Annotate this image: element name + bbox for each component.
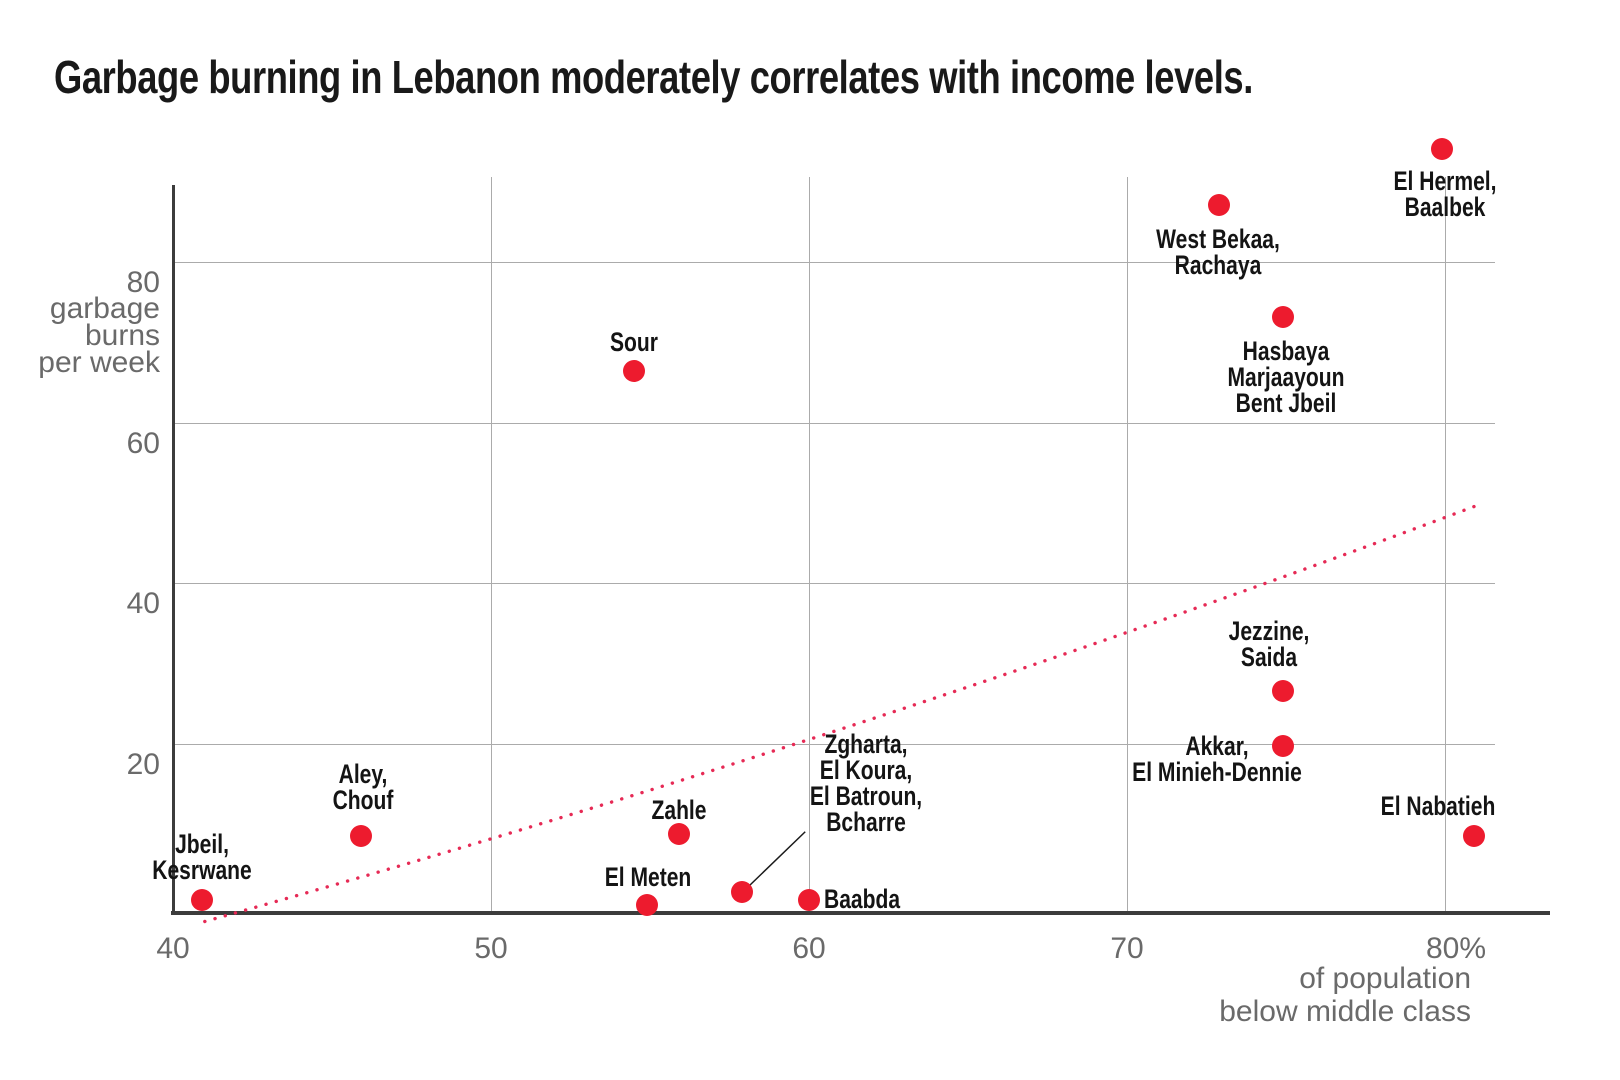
point-label-text: Hasbaya Marjaayoun Bent Jbeil [1227,335,1345,418]
data-point [190,888,213,911]
point-label: Jezzine, Saida [1217,616,1321,672]
y-axis-unit-line: burns [84,319,160,352]
point-label-text: El Meten [604,861,692,892]
point-label: Akkar, El Minieh-Dennie [1108,730,1326,787]
point-label: Zgharta, El Koura, El Batroun, Bcharre [794,728,938,837]
label-callout-line [747,831,806,888]
x-axis-caption-line: of population [1299,962,1471,995]
x-axis-caption: of population below middle class [1219,962,1471,1028]
y-axis-unit-label: garbage burns per week [38,292,160,379]
point-label-text: Jezzine, Saida [1228,616,1310,672]
point-label-text: Jbeil, Kesrwane [151,828,252,885]
data-point [635,893,658,916]
data-point [623,360,646,383]
point-label: Hasbaya Marjaayoun Bent Jbeil [1211,335,1361,418]
vertical-gridline [809,177,810,913]
data-point [349,824,372,847]
data-point [1271,305,1294,328]
x-tick-label: 40 [156,932,190,965]
x-axis-caption-line: below middle class [1219,995,1471,1028]
y-axis-unit-line: garbage [49,292,160,325]
data-point [1271,680,1294,702]
horizontal-gridline [173,422,1495,424]
point-label: Aley, Chouf [324,758,402,815]
y-tick-label: 40 [126,587,160,621]
data-point [1430,137,1453,160]
point-label: Zahle [643,794,714,825]
data-point [1208,194,1231,217]
vertical-gridline [1445,177,1446,913]
point-label: El Nabatieh [1364,790,1511,821]
x-tick-label: 70 [1110,932,1144,965]
point-label: El Hermel, Baalbek [1379,165,1511,222]
x-axis-line [171,911,1550,915]
data-point [731,880,754,903]
point-label: West Bekaa, Rachaya [1139,224,1298,281]
chart-title: Garbage burning in Lebanon moderately co… [54,51,1253,103]
point-label: Jbeil, Kesrwane [138,828,266,885]
x-tick-label: 80% [1425,932,1487,965]
point-label-text: Zgharta, El Koura, El Batroun, Bcharre [810,728,923,837]
horizontal-gridline [173,744,1495,745]
point-label-text: Sour [610,327,659,358]
data-point [798,888,820,911]
point-label-text: West Bekaa, Rachaya [1156,224,1281,281]
x-tick-label: 50 [474,932,508,965]
point-label-text: El Hermel, Baalbek [1393,165,1497,222]
point-label-text: Akkar, El Minieh-Dennie [1131,730,1302,787]
y-tick-label: 80 [126,266,160,300]
vertical-gridline [491,177,492,913]
point-label-text: Zahle [651,794,707,825]
point-label: Sour [603,327,665,358]
trend-line [203,503,1479,924]
point-label-text: Baabda [824,883,901,914]
point-label-text: El Nabatieh [1380,790,1495,821]
point-label: Baabda [824,883,922,914]
point-label-text: Aley, Chouf [332,758,394,815]
data-point [1271,734,1294,757]
y-tick-label: 60 [126,426,160,460]
y-axis-line [171,185,175,915]
horizontal-gridline [173,262,1495,264]
data-point [667,822,690,845]
y-axis-unit-line: per week [38,346,160,379]
y-tick-label: 20 [126,748,160,781]
data-point [1462,824,1485,847]
point-label: El Meten [592,861,703,892]
x-tick-label: 60 [792,932,826,965]
horizontal-gridline [173,583,1495,585]
vertical-gridline [1127,177,1128,913]
